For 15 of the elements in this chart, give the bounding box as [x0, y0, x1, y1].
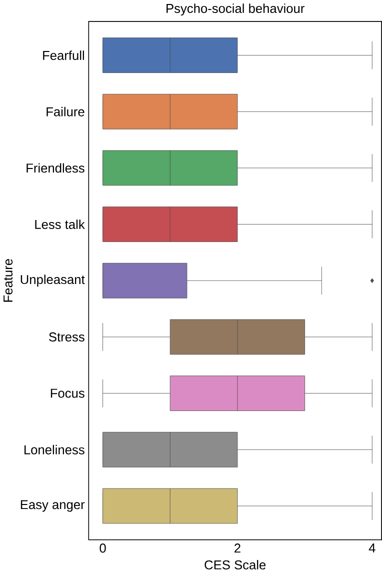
x-tick-label: 4	[368, 544, 376, 552]
y-tick-label: Less talk	[35, 220, 85, 229]
x-tick-label: 2	[234, 544, 240, 553]
y-tick-label: Easy anger	[20, 500, 85, 512]
y-tick-label: Fearfull	[43, 50, 84, 60]
y-axis-title: Feature	[4, 259, 13, 302]
x-tick-label: 0	[100, 544, 106, 553]
y-tick-label: Failure	[46, 106, 84, 116]
x-axis-title: CES Scale	[204, 560, 266, 570]
y-tick-label: Stress	[49, 332, 84, 342]
chart-title: Psycho-social behaviour	[166, 4, 304, 16]
y-tick-label: Unpleasant	[20, 274, 85, 287]
y-tick-label: Focus	[50, 388, 84, 398]
y-tick-label: Friendless	[26, 163, 84, 173]
y-tick-label: Loneliness	[24, 444, 84, 454]
